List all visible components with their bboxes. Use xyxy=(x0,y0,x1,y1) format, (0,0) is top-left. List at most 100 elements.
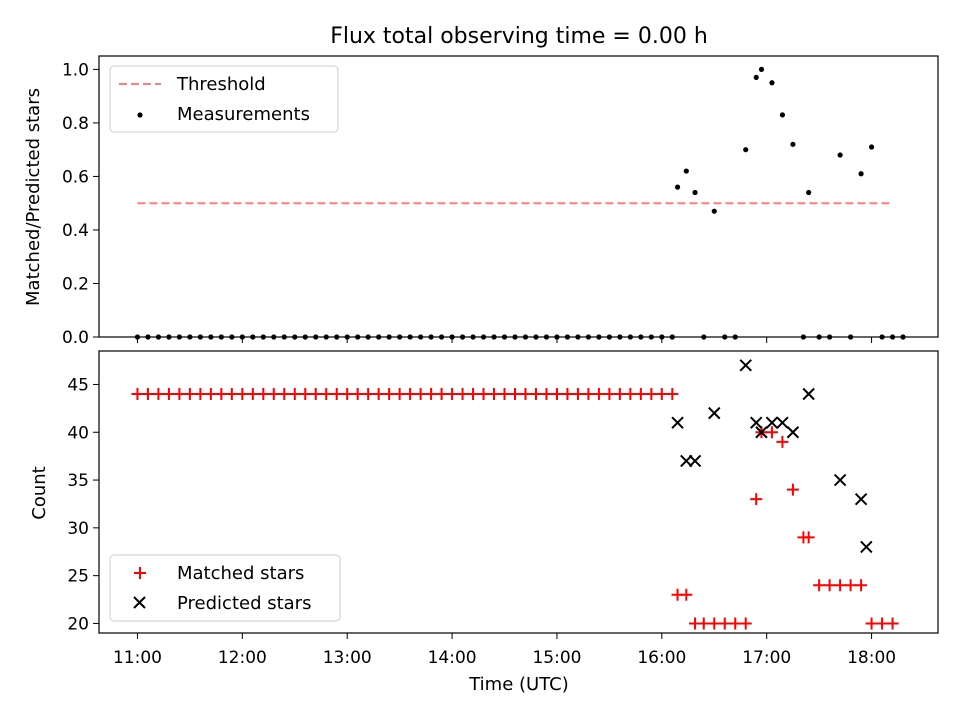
predicted-star-marker xyxy=(786,426,800,439)
measurement-point xyxy=(769,80,775,86)
matched-star-marker xyxy=(351,388,364,401)
top-ytick-label: 0.4 xyxy=(62,221,89,241)
matched-star-marker xyxy=(330,388,343,401)
matched-star-marker xyxy=(708,617,721,630)
matched-star-marker xyxy=(309,388,322,401)
matched-star-marker xyxy=(834,579,847,592)
matched-star-marker xyxy=(446,388,459,401)
matched-star-marker xyxy=(204,388,217,401)
matched-star-marker xyxy=(802,531,815,544)
predicted-star-marker xyxy=(860,540,873,554)
measurement-point xyxy=(806,189,812,196)
top-ytick-label: 0.6 xyxy=(62,167,89,187)
matched-star-marker xyxy=(267,388,280,401)
matched-star-marker xyxy=(823,579,836,592)
predicted-star-marker xyxy=(854,492,868,506)
matched-star-marker xyxy=(152,388,165,401)
bottom-xtick-label: 18:00 xyxy=(847,648,896,668)
predicted-star-marker xyxy=(739,359,752,372)
measurement-point xyxy=(674,184,681,190)
measurement-point xyxy=(692,189,698,196)
matched-star-marker xyxy=(550,388,563,401)
matched-star-marker xyxy=(425,388,438,401)
matched-star-marker xyxy=(141,388,154,401)
matched-star-marker xyxy=(571,388,584,401)
matched-star-marker xyxy=(131,388,144,401)
matched-star-marker xyxy=(278,388,291,401)
top-axes-frame xyxy=(98,55,939,338)
matched-star-marker xyxy=(299,388,312,401)
top-ytick-label: 0.8 xyxy=(62,114,89,134)
top-ytick-label: 1.0 xyxy=(62,60,89,80)
matched-star-marker xyxy=(813,579,826,592)
matched-star-marker xyxy=(645,388,658,401)
matched-star-marker xyxy=(162,388,175,401)
matched-star-marker xyxy=(362,388,375,401)
matched-star-marker xyxy=(435,388,448,401)
matched-star-marker xyxy=(456,388,469,401)
matched-stars-series xyxy=(131,388,899,630)
x-axis-label: Time (UTC) xyxy=(468,674,569,695)
matched-star-marker xyxy=(624,388,637,401)
matched-star-marker xyxy=(173,388,186,401)
predicted-star-marker xyxy=(765,416,779,429)
matched-star-marker xyxy=(404,388,417,401)
bottom-axes-frame xyxy=(98,350,939,634)
matched-star-marker xyxy=(603,388,616,401)
bottom-ytick-label: 25 xyxy=(67,567,89,587)
measurement-point xyxy=(683,168,689,174)
matched-star-marker xyxy=(529,388,542,401)
bottom-xtick-label: 16:00 xyxy=(637,648,686,668)
matched-star-marker xyxy=(288,388,301,401)
bottom-xtick-label: 14:00 xyxy=(428,648,477,668)
matched-star-marker xyxy=(225,388,238,401)
matched-star-marker xyxy=(655,388,668,401)
matched-star-marker xyxy=(786,483,799,496)
predicted-star-marker xyxy=(750,416,763,429)
top-axis-ticks: 0.0 0.2 0.4 0.6 0.8 1.0 xyxy=(62,60,873,348)
predicted-star-marker xyxy=(755,426,768,439)
matched-star-marker xyxy=(886,617,899,630)
matched-star-marker xyxy=(498,388,511,401)
matched-star-marker xyxy=(372,388,385,401)
matched-star-marker xyxy=(739,617,752,630)
bottom-axis-ticks: 20 25 30 35 40 45 11:00 12:00 13:00 14:00 15:00 16:… xyxy=(67,375,896,668)
top-y-axis-label: Matched/Predicted stars xyxy=(23,88,44,306)
measurements-legend-label: Measurements xyxy=(177,104,310,125)
bottom-xtick-label: 12:00 xyxy=(218,648,267,668)
matched-star-marker xyxy=(582,388,595,401)
matched-star-marker xyxy=(257,388,270,401)
matched-star-marker xyxy=(414,388,427,401)
matched-star-marker xyxy=(561,388,574,401)
measurements-legend-swatch xyxy=(137,112,143,118)
matched-star-marker xyxy=(194,388,207,401)
top-panel: 0.0 0.2 0.4 0.6 0.8 1.0 Matched/Predicted sta… xyxy=(23,55,939,348)
matched-star-marker xyxy=(393,388,406,401)
measurement-point xyxy=(868,144,875,150)
matched-star-marker xyxy=(697,617,710,630)
predicted-legend-swatch xyxy=(133,596,146,609)
matched-star-marker xyxy=(383,388,396,401)
top-ytick-label: 0.0 xyxy=(62,328,89,348)
bottom-xtick-label: 11:00 xyxy=(113,648,162,668)
predicted-star-marker xyxy=(833,473,847,487)
matched-star-marker xyxy=(341,388,354,401)
matched-star-marker xyxy=(477,388,490,401)
top-legend: Threshold Measurements xyxy=(109,65,339,133)
matched-star-marker xyxy=(592,388,605,401)
bottom-ytick-label: 35 xyxy=(67,471,89,491)
predicted-legend-label: Predicted stars xyxy=(177,593,311,614)
chart-title: Flux total observing time = 0.00 h xyxy=(330,24,708,49)
matched-legend-label: Matched stars xyxy=(177,563,304,584)
matched-star-marker xyxy=(855,579,868,592)
matched-star-marker xyxy=(776,435,789,448)
measurement-point xyxy=(779,112,786,118)
matched-star-marker xyxy=(236,388,249,401)
matched-star-marker xyxy=(634,388,647,401)
measurement-point xyxy=(837,152,843,158)
matched-star-marker xyxy=(183,388,196,401)
predicted-star-marker xyxy=(776,416,789,429)
measurement-point xyxy=(790,141,796,147)
matched-star-marker xyxy=(666,388,679,401)
measurement-point xyxy=(758,66,765,72)
